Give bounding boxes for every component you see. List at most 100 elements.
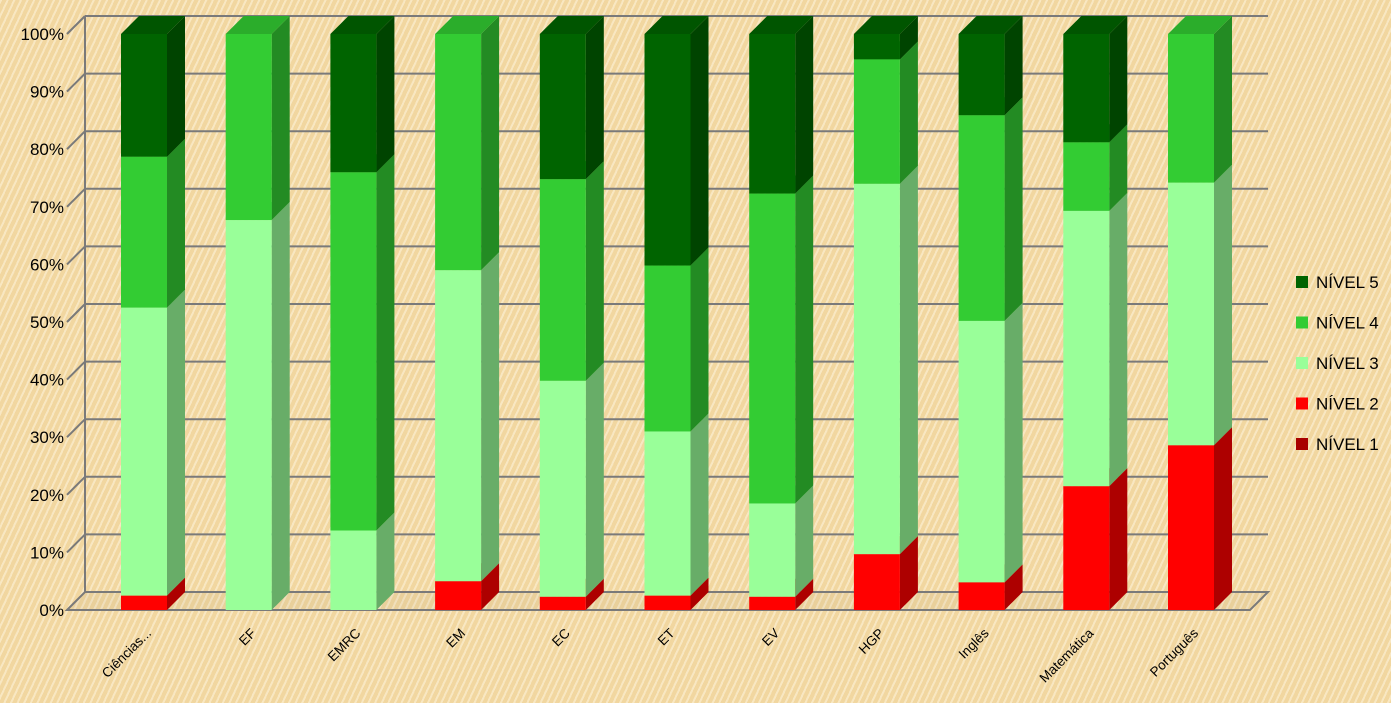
bar-front <box>749 193 796 504</box>
bar-front <box>539 596 586 610</box>
bar-side <box>899 536 918 610</box>
bar-front <box>644 595 691 610</box>
bar-segment <box>1063 192 1128 487</box>
bar-front <box>853 554 900 610</box>
legend-label: NÍVEL 2 <box>1316 395 1379 414</box>
legend: NÍVEL 5 NÍVEL 4 NÍVEL 3 NÍVEL 2 NÍVEL 1 <box>1296 273 1379 454</box>
legend-label: NÍVEL 1 <box>1316 435 1379 454</box>
bar-front <box>853 59 900 184</box>
x-tick-label: Matemática <box>1036 625 1096 685</box>
x-tick-label: Português <box>1147 625 1201 679</box>
gridline-depth <box>66 72 86 93</box>
bar-side <box>1109 192 1128 487</box>
bar-side <box>1004 16 1023 116</box>
gridline-depth <box>66 360 86 381</box>
y-tick-label: 80% <box>30 140 64 159</box>
legend-item: NÍVEL 1 <box>1296 435 1379 454</box>
y-tick-label: 40% <box>30 371 64 390</box>
legend-swatch <box>1296 397 1308 410</box>
legend-swatch <box>1296 438 1308 450</box>
legend-label: NÍVEL 4 <box>1316 314 1379 333</box>
y-tick-label: 0% <box>39 601 64 620</box>
gridline-depth <box>66 303 86 323</box>
bar-segment <box>644 16 709 266</box>
y-tick-label: 100% <box>21 25 64 44</box>
bar-side <box>1109 124 1128 211</box>
bar-top <box>330 16 395 34</box>
bar-segment <box>121 138 185 308</box>
bar-segment <box>225 202 290 610</box>
bar-segment <box>1063 468 1128 610</box>
bar-front <box>539 34 586 180</box>
bar-front <box>749 596 796 610</box>
bar-segment <box>958 302 1023 583</box>
bar-top <box>644 16 709 34</box>
x-tick-label: EV <box>759 626 782 649</box>
bar-front <box>225 220 272 610</box>
bar-side <box>1004 302 1023 583</box>
bar-front <box>644 265 691 432</box>
y-tick-label: 20% <box>30 486 64 505</box>
bar-side <box>481 563 500 610</box>
category-labels: Ciências... EF EMRC EM EC ET EV HGP Inglês Matemá… <box>99 625 1201 685</box>
gridline-depth <box>66 533 86 554</box>
x-tick-label: EM <box>443 626 468 651</box>
bar-segment <box>749 175 814 504</box>
bar-side <box>481 252 500 582</box>
bar-segment <box>1168 427 1232 610</box>
bar-side <box>481 16 500 271</box>
bar-top <box>121 16 185 34</box>
bar-side <box>585 362 604 597</box>
bar-side <box>690 413 709 596</box>
legend-item: NÍVEL 2 <box>1296 395 1379 414</box>
bar-front <box>435 34 482 271</box>
bar-front <box>1063 210 1110 487</box>
y-tick-label: 10% <box>30 543 64 562</box>
bar-side <box>690 577 709 610</box>
x-tick-label: Ciências... <box>99 626 154 681</box>
x-tick-label: EMRC <box>325 625 364 664</box>
bar-side <box>167 577 185 610</box>
bar-segment <box>958 16 1023 116</box>
bar-segment <box>853 41 918 184</box>
bar-front <box>749 34 796 194</box>
bar-segment <box>121 16 185 157</box>
bar-top <box>539 16 604 34</box>
y-tick-label: 60% <box>30 255 64 274</box>
bar-top <box>958 16 1023 34</box>
bar-segment <box>435 252 500 582</box>
legend-swatch <box>1296 276 1308 288</box>
bar-front <box>539 380 586 597</box>
y-tick-label: 70% <box>30 198 64 217</box>
legend-item: NÍVEL 4 <box>1296 314 1379 333</box>
x-tick-label: EC <box>549 625 573 649</box>
bar-side <box>899 165 918 555</box>
bar-front <box>853 34 900 60</box>
bar-segment <box>749 16 814 194</box>
bar-side <box>1004 97 1023 321</box>
bar-front <box>958 582 1005 610</box>
bar-side <box>271 202 290 610</box>
bar-segment <box>1063 16 1128 143</box>
gridline-depth <box>66 188 86 208</box>
bar-front <box>958 320 1005 583</box>
bar-segment <box>1168 16 1232 183</box>
bars-area <box>121 16 1232 610</box>
bar-segment <box>853 16 918 60</box>
bar-segment <box>539 362 604 597</box>
bar-side <box>376 154 395 531</box>
bar-side <box>1214 16 1232 183</box>
bar-front <box>121 307 167 596</box>
bar-segment <box>958 97 1023 321</box>
bar-front <box>644 431 691 596</box>
bar-top <box>1168 16 1232 34</box>
bar-front <box>121 156 167 308</box>
bar-front <box>644 34 691 266</box>
bar-segment <box>539 16 604 180</box>
bar-segment <box>435 16 500 271</box>
bar-front <box>1063 142 1110 211</box>
bar-front <box>330 530 377 610</box>
bar-front <box>121 595 167 610</box>
bar-front <box>435 581 482 610</box>
